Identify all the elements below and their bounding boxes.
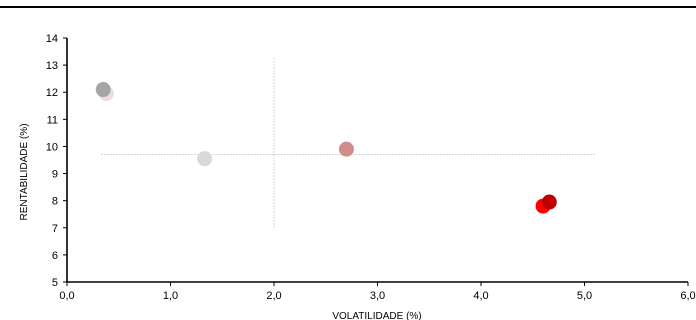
- x-tick-label: 1,0: [163, 290, 178, 302]
- y-tick-label: 10: [46, 141, 58, 153]
- data-points: [95, 82, 557, 214]
- y-tick-label: 11: [47, 114, 58, 126]
- y-tick-label: 8: [52, 196, 58, 208]
- y-tick-label: 7: [52, 223, 58, 235]
- y-axis-ticks: 5 6 7 8 9 10 11 12 13 14: [46, 33, 67, 289]
- x-tick-label: 2,0: [266, 290, 281, 302]
- axes: [66, 38, 688, 283]
- y-tick-label: 13: [46, 60, 58, 72]
- data-point: [197, 151, 213, 167]
- y-tick-label: 6: [52, 250, 58, 262]
- x-axis-label: VOLATILIDADE (%): [332, 311, 421, 320]
- x-axis-ticks: 0,0 1,0 2,0 3,0 4,0 5,0 6,0: [59, 282, 696, 302]
- x-tick-label: 6,0: [680, 290, 695, 302]
- x-tick-label: 3,0: [370, 290, 385, 302]
- y-tick-label: 12: [46, 87, 58, 99]
- y-tick-label: 5: [52, 277, 58, 289]
- y-axis-label: RENTABILIDADE (%): [19, 123, 30, 220]
- y-tick-label: 14: [46, 33, 58, 45]
- y-tick-label: 9: [52, 169, 58, 181]
- data-point: [541, 194, 557, 210]
- x-tick-label: 5,0: [577, 290, 592, 302]
- x-tick-label: 0,0: [59, 290, 74, 302]
- data-point: [338, 141, 354, 157]
- x-tick-label: 4,0: [473, 290, 488, 302]
- data-point: [95, 82, 111, 98]
